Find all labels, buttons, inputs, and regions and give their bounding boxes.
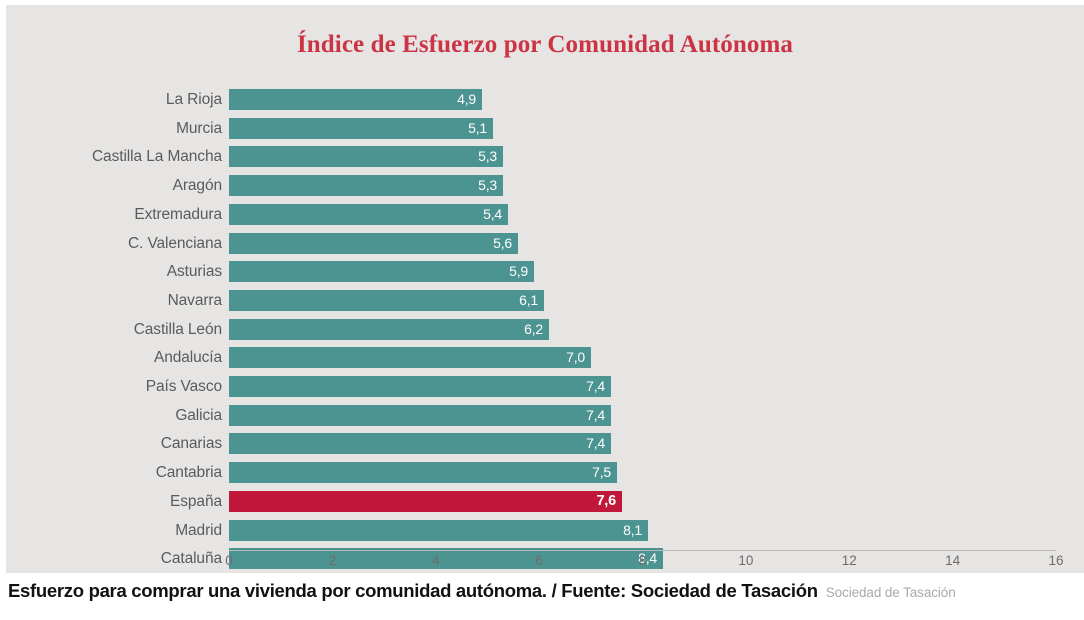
category-label: Murcia	[176, 120, 222, 137]
bar-value-label: 8,4	[638, 550, 657, 566]
bar	[229, 433, 611, 454]
bar	[229, 146, 503, 167]
category-label: País Vasco	[145, 378, 222, 395]
bar-value-label: 5,3	[478, 148, 497, 164]
x-tick-label: 14	[945, 553, 961, 568]
bar-value-label: 6,2	[524, 321, 543, 337]
caption-text: Esfuerzo para comprar una vivienda por c…	[8, 580, 818, 601]
bar-row: Murcia 5,1	[6, 118, 1084, 139]
bar-row: Madrid 8,1	[6, 520, 1084, 541]
figure-caption: Esfuerzo para comprar una vivienda por c…	[0, 580, 1084, 620]
x-tick-label: 0	[225, 553, 233, 568]
bar-row: Canarias 7,4	[6, 433, 1084, 454]
bar	[229, 118, 493, 139]
category-label: Castilla La Mancha	[91, 148, 222, 165]
category-label: Cataluña	[160, 550, 222, 567]
bar-value-label: 7,4	[586, 435, 605, 451]
x-tick-label: 10	[738, 553, 754, 568]
bar-value-label: 8,1	[623, 522, 642, 538]
x-tick-label: 12	[841, 553, 857, 568]
bar-row: Asturias 5,9	[6, 261, 1084, 282]
bar	[229, 376, 611, 397]
bar	[229, 405, 611, 426]
category-label: Cantabria	[155, 464, 222, 481]
bar-row: País Vasco 7,4	[6, 376, 1084, 397]
bar-plot-area: La Rioja 4,9 Murcia 5,1 Castilla La Mancha 5,…	[6, 5, 1084, 573]
bar-value-label: 5,4	[483, 206, 502, 222]
bar	[229, 462, 617, 483]
bar	[229, 204, 508, 225]
bar	[229, 290, 544, 311]
bar-row: Castilla León 6,2	[6, 319, 1084, 340]
bar-value-label: 7,5	[592, 464, 611, 480]
category-label: Asturias	[166, 263, 222, 280]
bar-row: Cantabria 7,5	[6, 462, 1084, 483]
bar-value-label: 5,1	[468, 120, 487, 136]
x-tick-label: 2	[328, 553, 337, 568]
bar-value-label: 7,0	[566, 349, 585, 365]
bar-row: Castilla La Mancha 5,3	[6, 146, 1084, 167]
bar-row: Cataluña 8,4	[6, 548, 1084, 569]
bar-value-label: 7,6	[596, 493, 616, 509]
bar-value-label: 5,9	[509, 263, 528, 279]
bar-row: Andalucía 7,0	[6, 347, 1084, 368]
category-label: Castilla León	[133, 321, 222, 338]
x-axis-line	[229, 550, 1056, 551]
x-tick-label: 8	[638, 553, 647, 568]
bar-value-label: 5,6	[493, 235, 512, 251]
bar-value-label: 4,9	[457, 91, 476, 107]
category-label: Extremadura	[134, 206, 222, 223]
bar-value-label: 7,4	[586, 407, 605, 423]
bar	[229, 89, 482, 110]
bar-highlight	[229, 491, 622, 512]
x-tick-label: 4	[431, 553, 440, 568]
bar-row: Galicia 7,4	[6, 405, 1084, 426]
x-tick-label: 6	[535, 553, 543, 568]
chart-title: Índice de Esfuerzo por Comunidad Autónom…	[296, 31, 794, 58]
bar-value-label: 7,4	[586, 378, 605, 394]
category-label: La Rioja	[165, 91, 222, 108]
bar	[229, 175, 503, 196]
bar-row: Navarra 6,1	[6, 290, 1084, 311]
bar	[229, 233, 518, 254]
x-tick-label: 16	[1048, 553, 1064, 568]
bar-value-label: 6,1	[519, 292, 538, 308]
bar-row: Aragón 5,3	[6, 175, 1084, 196]
bar	[229, 261, 534, 282]
bar	[229, 520, 648, 541]
bar	[229, 347, 591, 368]
bar	[229, 319, 549, 340]
bar-value-label: 5,3	[478, 177, 497, 193]
category-label: Galicia	[175, 407, 222, 424]
bar-row: Extremadura 5,4	[6, 204, 1084, 225]
category-label: Madrid	[175, 522, 222, 539]
chart-panel: Índice de Esfuerzo por Comunidad Autónom…	[6, 5, 1084, 573]
category-label: Aragón	[172, 177, 222, 194]
category-label: C. Valenciana	[127, 235, 222, 252]
bar	[229, 548, 663, 569]
caption-credit: Sociedad de Tasación	[825, 585, 956, 600]
category-label: Andalucía	[153, 349, 222, 366]
category-label: España	[170, 493, 222, 510]
category-label: Navarra	[167, 292, 223, 309]
bar-row: España 7,6	[6, 491, 1084, 512]
category-label: Canarias	[160, 435, 222, 452]
bar-row: C. Valenciana 5,6	[6, 233, 1084, 254]
bar-row: La Rioja 4,9	[6, 89, 1084, 110]
